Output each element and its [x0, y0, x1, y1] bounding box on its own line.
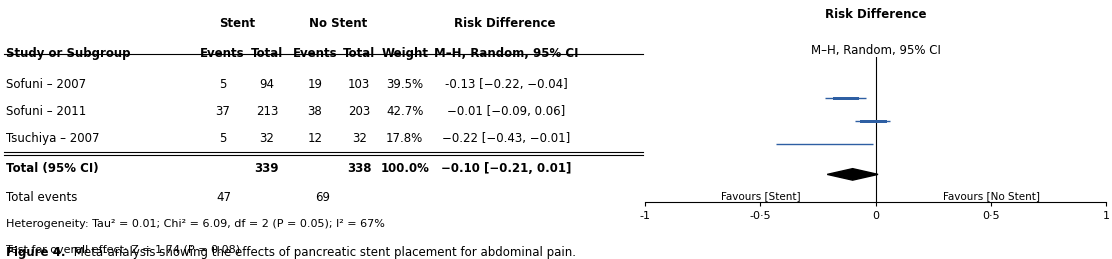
Text: -0.13 [−0.22, −0.04]: -0.13 [−0.22, −0.04] — [445, 78, 567, 91]
Text: Total (95% CI): Total (95% CI) — [6, 162, 98, 175]
Text: 339: 339 — [255, 162, 279, 175]
Text: 32: 32 — [351, 132, 367, 145]
Text: Figure 4.: Figure 4. — [6, 246, 66, 259]
Text: 47: 47 — [217, 191, 231, 204]
Text: Weight: Weight — [381, 47, 428, 60]
Text: −0.01 [−0.09, 0.06]: −0.01 [−0.09, 0.06] — [447, 105, 565, 118]
Bar — [833, 97, 858, 100]
Text: 19: 19 — [307, 78, 322, 91]
Text: M–H, Random, 95% CI: M–H, Random, 95% CI — [434, 47, 578, 60]
Text: Favours [No Stent]: Favours [No Stent] — [943, 191, 1040, 201]
Polygon shape — [827, 169, 878, 180]
Text: 69: 69 — [315, 191, 329, 204]
Text: Sofuni – 2007: Sofuni – 2007 — [6, 78, 86, 91]
Text: Events: Events — [200, 47, 245, 60]
Text: Events: Events — [292, 47, 337, 60]
Text: 5: 5 — [219, 132, 226, 145]
Text: 94: 94 — [259, 78, 275, 91]
Text: 5: 5 — [219, 78, 226, 91]
Text: 17.8%: 17.8% — [386, 132, 424, 145]
Text: Sofuni – 2011: Sofuni – 2011 — [6, 105, 86, 118]
Text: 39.5%: 39.5% — [386, 78, 424, 91]
Bar — [860, 120, 887, 123]
Text: 37: 37 — [215, 105, 230, 118]
Text: No Stent: No Stent — [309, 17, 367, 30]
Text: 42.7%: 42.7% — [386, 105, 424, 118]
Text: Total: Total — [250, 47, 284, 60]
Text: Test for overall effect: Z = 1.74 (P = 0.08): Test for overall effect: Z = 1.74 (P = 0… — [6, 245, 240, 255]
Text: −0.22 [−0.43, −0.01]: −0.22 [−0.43, −0.01] — [441, 132, 570, 145]
Bar — [820, 144, 831, 145]
Text: Risk Difference: Risk Difference — [825, 8, 926, 21]
Text: 38: 38 — [307, 105, 322, 118]
Text: Total events: Total events — [6, 191, 77, 204]
Text: Heterogeneity: Tau² = 0.01; Chi² = 6.09, df = 2 (P = 0.05); I² = 67%: Heterogeneity: Tau² = 0.01; Chi² = 6.09,… — [6, 219, 385, 229]
Text: 338: 338 — [347, 162, 371, 175]
Text: 203: 203 — [348, 105, 370, 118]
Text: −0.10 [−0.21, 0.01]: −0.10 [−0.21, 0.01] — [440, 162, 572, 175]
Text: Tsuchiya – 2007: Tsuchiya – 2007 — [6, 132, 99, 145]
Text: 213: 213 — [256, 105, 278, 118]
Text: Study or Subgroup: Study or Subgroup — [6, 47, 130, 60]
Text: Stent: Stent — [219, 17, 255, 30]
Text: M–H, Random, 95% CI: M–H, Random, 95% CI — [811, 44, 941, 57]
Text: Meta-analysis showing the effects of pancreatic stent placement for abdominal pa: Meta-analysis showing the effects of pan… — [70, 246, 576, 259]
Text: Risk Difference: Risk Difference — [454, 17, 556, 30]
Text: 32: 32 — [259, 132, 275, 145]
Text: 100.0%: 100.0% — [380, 162, 429, 175]
Text: Total: Total — [342, 47, 376, 60]
Text: 103: 103 — [348, 78, 370, 91]
Text: 12: 12 — [307, 132, 322, 145]
Text: Favours [Stent]: Favours [Stent] — [721, 191, 801, 201]
